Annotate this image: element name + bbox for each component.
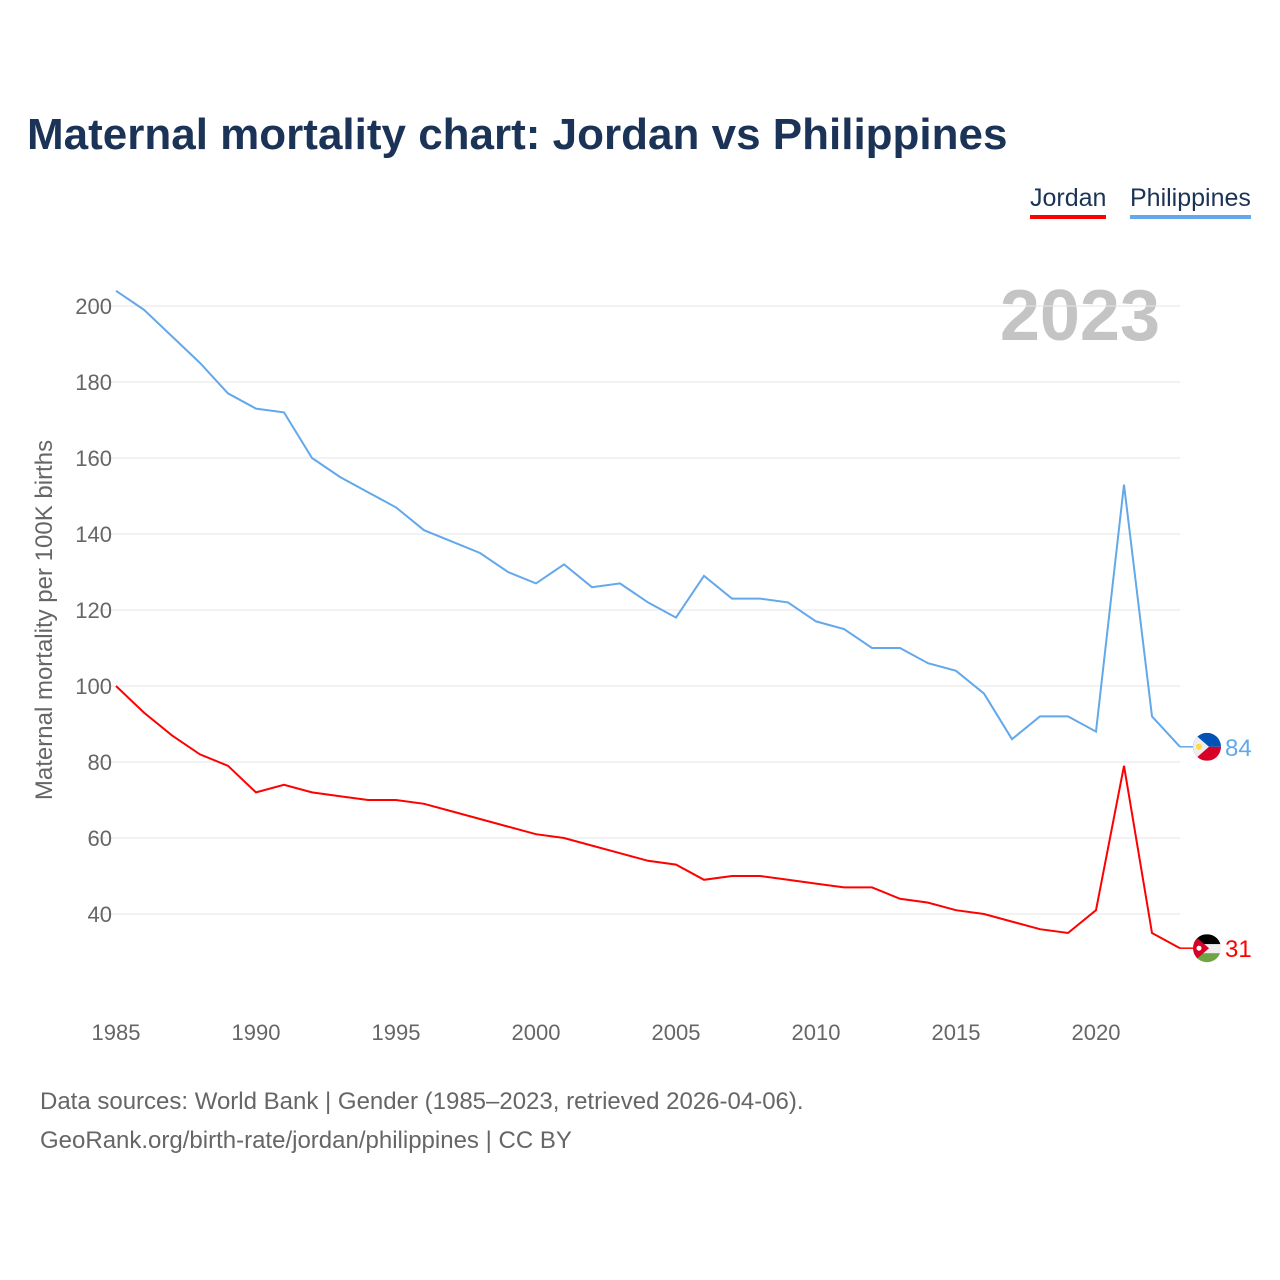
x-tick-label: 2005 xyxy=(652,1020,701,1045)
series-line-philippines xyxy=(115,289,1181,748)
footer-sources: Data sources: World Bank | Gender (1985–… xyxy=(40,1088,804,1115)
x-tick-label: 1990 xyxy=(232,1020,281,1045)
year-watermark: 2023 xyxy=(1000,276,1160,356)
y-tick-label: 160 xyxy=(75,446,112,471)
flag-jordan-icon xyxy=(1193,934,1221,963)
footer-link[interactable]: GeoRank.org/birth-rate/jordan/philippine… xyxy=(40,1127,572,1154)
y-axis-label: Maternal mortality per 100K births xyxy=(31,440,58,800)
flag-body xyxy=(1193,934,1221,963)
flag-star xyxy=(1196,945,1202,951)
y-tick-label: 100 xyxy=(75,674,112,699)
end-value-label-philippines: 84 xyxy=(1225,735,1252,762)
chart-title: Maternal mortality chart: Jordan vs Phil… xyxy=(27,110,1008,159)
x-tick-label: 1985 xyxy=(92,1020,141,1045)
flag-sun xyxy=(1196,743,1202,750)
y-tick-label: 180 xyxy=(75,370,112,395)
x-tick-label: 2015 xyxy=(932,1020,981,1045)
flag-stripe xyxy=(1193,953,1221,963)
flag-philippines-icon xyxy=(1193,732,1221,761)
y-tick-label: 120 xyxy=(75,598,112,623)
x-tick-label: 1995 xyxy=(372,1020,421,1045)
flag-stripe xyxy=(1193,934,1221,945)
x-tick-label: 2010 xyxy=(792,1020,841,1045)
flag-body xyxy=(1193,732,1221,761)
legend-jordan[interactable]: Jordan xyxy=(1030,184,1107,219)
y-tick-label: 140 xyxy=(75,522,112,547)
y-tick-label: 60 xyxy=(88,826,112,851)
x-tick-label: 2020 xyxy=(1072,1020,1121,1045)
y-tick-label: 40 xyxy=(88,902,112,927)
y-tick-label: 200 xyxy=(75,294,112,319)
x-tick-label: 2000 xyxy=(512,1020,561,1045)
legend-philippines[interactable]: Philippines xyxy=(1130,184,1251,219)
series-line-jordan xyxy=(115,685,1181,950)
y-tick-label: 80 xyxy=(88,750,112,775)
end-value-label-jordan: 31 xyxy=(1225,936,1252,963)
